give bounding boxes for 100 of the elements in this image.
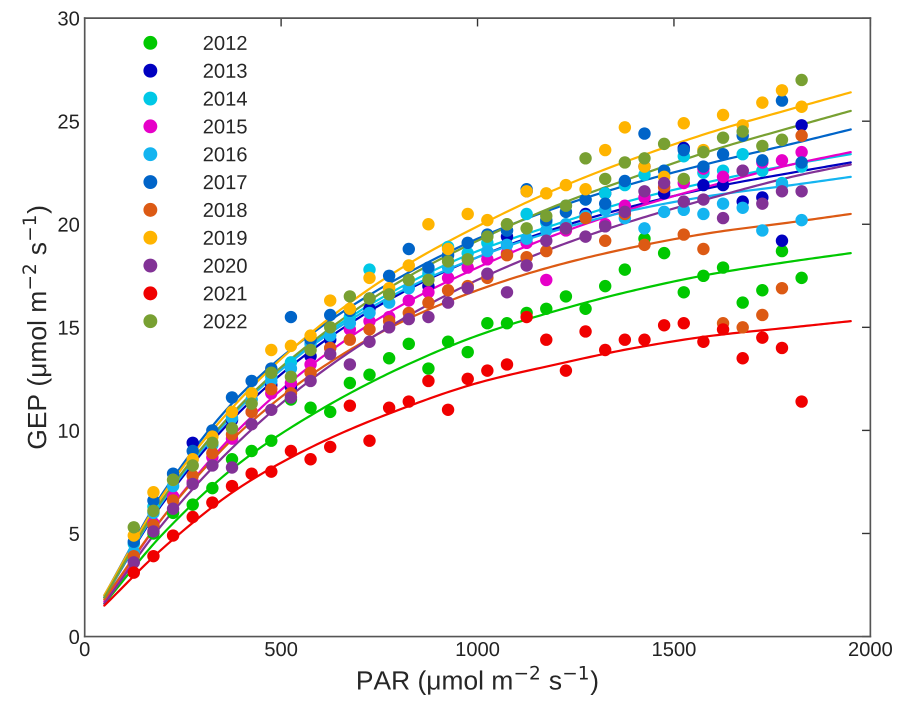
point (697, 336, 710, 348)
point (324, 294, 336, 307)
point (638, 333, 651, 346)
point (618, 174, 632, 188)
point (560, 178, 572, 192)
point (736, 125, 749, 138)
point (716, 197, 730, 210)
point (363, 306, 376, 320)
y-tick-label: 10 (58, 424, 80, 438)
point (776, 234, 788, 247)
point (697, 208, 710, 220)
point (736, 202, 749, 214)
point (382, 352, 396, 364)
legend-label: 2020 (204, 258, 247, 273)
point (245, 374, 258, 388)
point (344, 302, 356, 315)
point (402, 338, 415, 350)
point (638, 238, 651, 252)
point (304, 329, 317, 342)
point (638, 152, 651, 165)
point (756, 308, 769, 322)
point (716, 148, 730, 160)
point (598, 280, 612, 292)
point (226, 391, 238, 404)
point (462, 372, 474, 386)
point (795, 156, 808, 169)
point (776, 134, 788, 146)
legend-label: 2018 (204, 202, 247, 218)
point (500, 358, 514, 371)
point (560, 290, 572, 303)
point (716, 212, 730, 224)
point (265, 344, 278, 356)
point (186, 498, 199, 511)
point (206, 496, 219, 509)
point (382, 321, 396, 334)
point (128, 556, 140, 569)
point (344, 358, 356, 371)
point (776, 154, 788, 167)
point (540, 210, 552, 222)
point (540, 244, 552, 258)
y-tick-label: 0 (69, 630, 80, 644)
point (598, 234, 612, 247)
legend-label: 2013 (204, 64, 247, 78)
point (618, 263, 632, 276)
point (442, 336, 454, 348)
point (128, 521, 140, 534)
point (402, 312, 415, 326)
point (402, 274, 415, 286)
point (402, 395, 415, 408)
point (442, 272, 454, 284)
y-tick-label: 25 (58, 114, 79, 129)
point (226, 406, 238, 418)
point (658, 138, 670, 150)
point (678, 317, 690, 330)
point (422, 274, 435, 286)
point (736, 296, 749, 309)
point (462, 236, 474, 250)
point (795, 272, 808, 284)
point (324, 440, 336, 454)
point (344, 333, 356, 346)
point (638, 222, 651, 235)
point (363, 434, 376, 447)
legend-label: 2016 (204, 147, 247, 162)
point (598, 144, 612, 156)
point (324, 321, 336, 334)
point (540, 274, 552, 286)
point (658, 206, 670, 218)
point (481, 317, 494, 330)
point (382, 270, 396, 282)
point (678, 172, 690, 186)
point (344, 317, 356, 330)
point (481, 214, 494, 226)
point (304, 374, 317, 388)
point (658, 319, 670, 332)
point (462, 253, 474, 266)
point (716, 108, 730, 122)
point (206, 436, 219, 449)
point (481, 268, 494, 280)
point (756, 140, 769, 152)
point (795, 185, 808, 198)
point (245, 418, 258, 430)
point (500, 286, 514, 299)
point (324, 308, 336, 322)
point (363, 323, 376, 336)
point (265, 404, 278, 416)
point (716, 170, 730, 184)
point (462, 346, 474, 358)
point (736, 352, 749, 364)
point (756, 96, 769, 109)
point (579, 152, 592, 165)
point (638, 127, 651, 140)
legend-label: 2014 (204, 92, 247, 106)
point (422, 286, 435, 299)
point (520, 222, 533, 235)
point (245, 444, 258, 458)
point (265, 366, 278, 379)
point (736, 321, 749, 334)
point (186, 459, 199, 472)
point (540, 234, 552, 247)
point (678, 286, 690, 299)
